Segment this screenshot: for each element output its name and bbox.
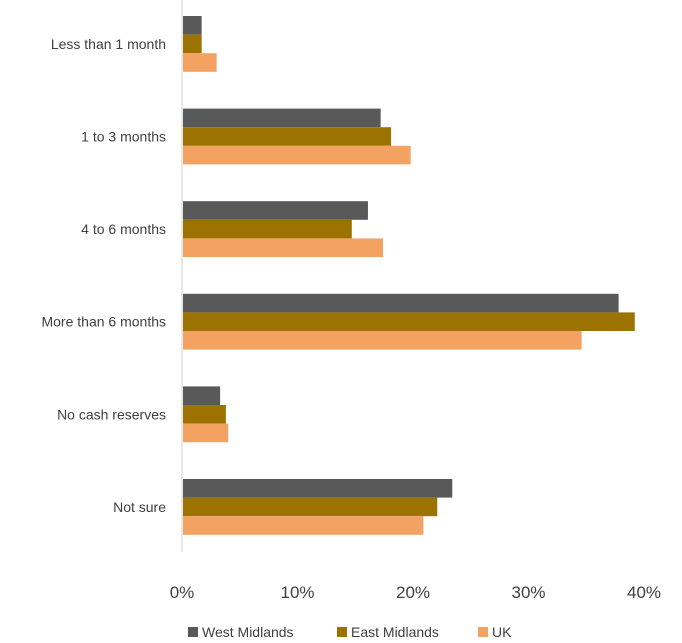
x-tick-labels: 0% 10% 20% 30% 40%: [170, 583, 661, 602]
bar-uk-more-than-6-months: [183, 331, 582, 350]
legend-swatch-west-midlands: [188, 627, 198, 637]
page-number: 43: [648, 640, 672, 643]
legend-swatch-east-midlands: [337, 627, 347, 637]
bar-west-midlands-4-to-6-months: [183, 201, 368, 220]
bar-west-midlands-more-than-6-months: [183, 293, 619, 313]
bar-west-midlands-less-than-1-month: [183, 16, 202, 35]
bar-west-midlands-1-to-3-months: [183, 108, 381, 128]
bar-east-midlands-not-sure: [183, 497, 438, 517]
bars-group: [183, 16, 635, 535]
x-tick-label: 40%: [627, 583, 661, 602]
bar-east-midlands-more-than-6-months: [183, 312, 635, 331]
bar-uk-4-to-6-months: [183, 238, 383, 257]
bar-east-midlands-no-cash-reserves: [183, 405, 226, 424]
bar-east-midlands-1-to-3-months: [183, 127, 392, 146]
legend-label-east-midlands: East Midlands: [351, 624, 439, 640]
bar-uk-no-cash-reserves: [183, 423, 229, 443]
category-label: 1 to 3 months: [81, 129, 166, 145]
category-label: Less than 1 month: [51, 36, 166, 52]
bar-uk-less-than-1-month: [183, 53, 217, 72]
bar-west-midlands-no-cash-reserves: [183, 386, 221, 405]
bar-uk-not-sure: [183, 516, 424, 535]
legend: West Midlands East Midlands UK: [188, 624, 512, 640]
bar-east-midlands-4-to-6-months: [183, 219, 352, 239]
bar-east-midlands-less-than-1-month: [183, 34, 202, 54]
bar-uk-1-to-3-months: [183, 145, 411, 165]
category-label: No cash reserves: [57, 406, 166, 422]
category-label: 4 to 6 months: [81, 221, 166, 237]
x-tick-label: 10%: [280, 583, 314, 602]
x-tick-label: 30%: [511, 583, 545, 602]
category-labels: Less than 1 month 1 to 3 months 4 to 6 mon…: [41, 36, 166, 515]
x-tick-label: 20%: [396, 583, 430, 602]
legend-label-uk: UK: [492, 624, 512, 640]
legend-swatch-uk: [478, 627, 488, 637]
category-label: Not sure: [113, 499, 166, 515]
legend-label-west-midlands: West Midlands: [202, 624, 294, 640]
x-tick-label: 0%: [170, 583, 195, 602]
bar-west-midlands-not-sure: [183, 479, 453, 498]
category-label: More than 6 months: [41, 314, 166, 330]
